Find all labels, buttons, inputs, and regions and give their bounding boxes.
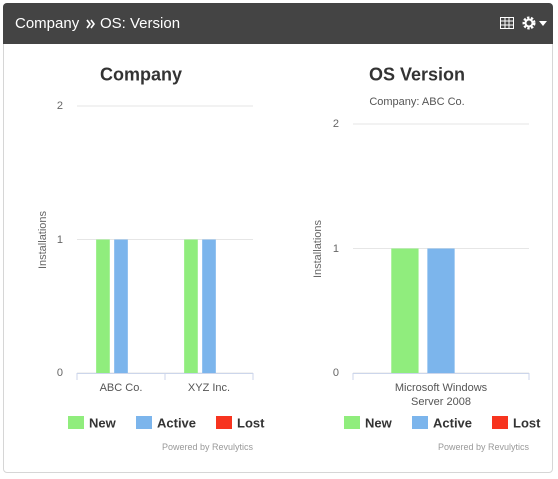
credits: Powered by Revulytics	[161, 442, 253, 452]
table-icon[interactable]	[500, 17, 514, 29]
bar	[427, 248, 455, 373]
y-tick-label: 0	[56, 367, 63, 379]
legend-label[interactable]: New	[89, 415, 116, 431]
bar	[114, 239, 128, 373]
breadcrumb-item: OS: Version	[100, 15, 181, 32]
legend-label[interactable]: Active	[157, 415, 197, 431]
bar	[184, 239, 198, 373]
legend-swatch	[412, 416, 428, 429]
legend-swatch	[68, 416, 84, 429]
x-tick-label: XYZ Inc.	[187, 382, 231, 394]
legend-swatch	[136, 416, 152, 429]
x-tick-label: Microsoft Windows Server 2008	[394, 382, 488, 408]
y-axis-label: Installations	[37, 210, 49, 269]
y-tick-label: 1	[332, 242, 339, 255]
bar	[202, 239, 216, 373]
bar	[391, 248, 419, 373]
chart-subtitle: Company: ABC Co.	[369, 96, 465, 108]
legend-label[interactable]: Active	[433, 415, 473, 431]
x-tick-label: ABC Co.	[99, 382, 143, 394]
breadcrumb-separator	[86, 19, 95, 29]
header-bar: Company OS: Version	[3, 3, 553, 44]
panel	[3, 3, 553, 473]
breadcrumb-item[interactable]: Company	[15, 15, 80, 32]
settings-icon[interactable]	[522, 15, 548, 31]
y-tick-label: 1	[56, 233, 63, 246]
bar	[96, 239, 110, 373]
legend-label[interactable]: New	[365, 415, 392, 431]
chart-title: Company	[99, 64, 183, 85]
y-tick-label: 0	[332, 367, 339, 379]
legend-swatch	[344, 416, 360, 429]
legend-swatch	[216, 416, 232, 429]
y-tick-label: 2	[56, 100, 63, 112]
legend-label[interactable]: Lost	[513, 415, 541, 431]
credits: Powered by Revulytics	[437, 442, 529, 452]
y-tick-label: 2	[332, 118, 339, 130]
legend-label[interactable]: Lost	[237, 415, 265, 431]
legend-swatch	[492, 416, 508, 429]
y-axis-label: Installations	[312, 219, 324, 278]
chart-title: OS Version	[368, 64, 466, 85]
